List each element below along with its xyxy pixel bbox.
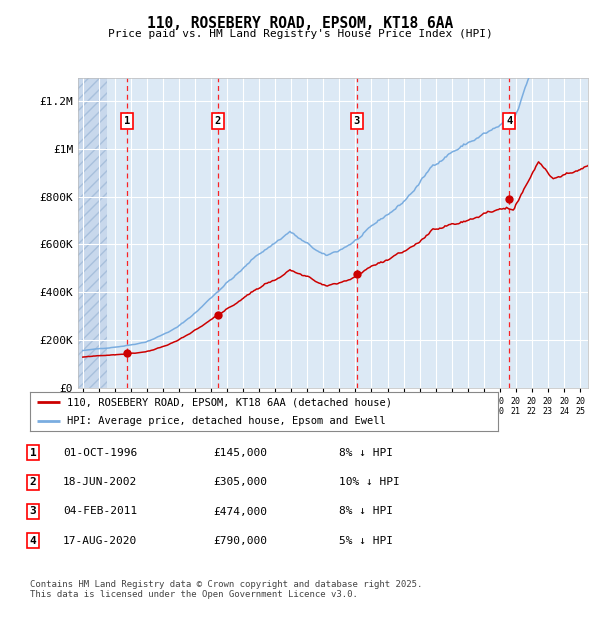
Text: 2: 2 xyxy=(215,116,221,126)
Text: 10% ↓ HPI: 10% ↓ HPI xyxy=(339,477,400,487)
Text: £145,000: £145,000 xyxy=(213,448,267,458)
Text: 3: 3 xyxy=(29,507,37,516)
Text: £305,000: £305,000 xyxy=(213,477,267,487)
Text: 1: 1 xyxy=(124,116,130,126)
Text: 17-AUG-2020: 17-AUG-2020 xyxy=(63,536,137,546)
Text: Price paid vs. HM Land Registry's House Price Index (HPI): Price paid vs. HM Land Registry's House … xyxy=(107,29,493,39)
Text: 4: 4 xyxy=(29,536,37,546)
Text: 2: 2 xyxy=(29,477,37,487)
Bar xyxy=(75,78,107,388)
Text: 110, ROSEBERY ROAD, EPSOM, KT18 6AA (detached house): 110, ROSEBERY ROAD, EPSOM, KT18 6AA (det… xyxy=(67,397,392,407)
Text: HPI: Average price, detached house, Epsom and Ewell: HPI: Average price, detached house, Epso… xyxy=(67,416,386,427)
Text: £474,000: £474,000 xyxy=(213,507,267,516)
Text: Contains HM Land Registry data © Crown copyright and database right 2025.
This d: Contains HM Land Registry data © Crown c… xyxy=(30,580,422,599)
Text: 1: 1 xyxy=(29,448,37,458)
Text: 110, ROSEBERY ROAD, EPSOM, KT18 6AA: 110, ROSEBERY ROAD, EPSOM, KT18 6AA xyxy=(147,16,453,30)
Text: £790,000: £790,000 xyxy=(213,536,267,546)
Text: 5% ↓ HPI: 5% ↓ HPI xyxy=(339,536,393,546)
Text: 4: 4 xyxy=(506,116,512,126)
Text: 04-FEB-2011: 04-FEB-2011 xyxy=(63,507,137,516)
Text: 18-JUN-2002: 18-JUN-2002 xyxy=(63,477,137,487)
Text: 01-OCT-1996: 01-OCT-1996 xyxy=(63,448,137,458)
Text: 8% ↓ HPI: 8% ↓ HPI xyxy=(339,507,393,516)
Text: 8% ↓ HPI: 8% ↓ HPI xyxy=(339,448,393,458)
Text: 3: 3 xyxy=(353,116,360,126)
